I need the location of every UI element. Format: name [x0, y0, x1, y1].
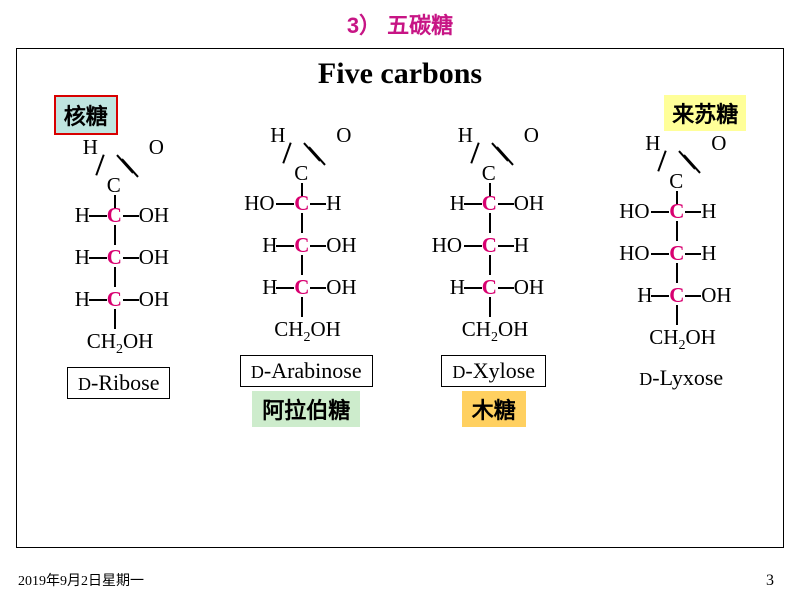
structure: HOCHCOHHOCHHCOHCH2OH — [414, 125, 574, 349]
chain-right: OH — [139, 287, 169, 312]
box-title: Five carbons — [17, 57, 783, 91]
aldehyde-o: O — [149, 135, 164, 160]
molecule-name: D-Lyxose — [629, 363, 733, 393]
chain-carbon: HCOH — [414, 275, 574, 317]
molecule-row: 核糖HOCHCOHHCOHHCOHCH2OHD-RiboseHOCHOCHHCO… — [17, 95, 783, 429]
chain-right: H — [701, 199, 716, 224]
chain-right: OH — [139, 245, 169, 270]
footer-date: 2019年9月2日星期一 — [18, 570, 144, 590]
chain-right: OH — [139, 203, 169, 228]
aldehyde-h: H — [458, 123, 473, 148]
chain-left: H — [450, 191, 465, 216]
aldehyde-h: H — [270, 123, 285, 148]
aldehyde-h: H — [645, 131, 660, 156]
chain-left: H — [75, 287, 90, 312]
chain-left: HO — [244, 191, 274, 216]
molecule-name: D-Ribose — [67, 367, 170, 399]
terminal-group: CH2OH — [601, 325, 761, 357]
chain-carbon: HCOH — [414, 191, 574, 233]
structure: HOCHOCHHOCHHCOHCH2OH — [601, 133, 761, 357]
chain-left: H — [637, 283, 652, 308]
chain-right: OH — [326, 233, 356, 258]
chain-right: H — [514, 233, 529, 258]
top-tag: 核糖 — [54, 95, 118, 135]
page-number: 3 — [766, 572, 774, 590]
structure: HOCHOCHHCOHHCOHCH2OH — [226, 125, 386, 349]
chain-left: H — [75, 203, 90, 228]
molecule-name: D-Arabinose — [240, 355, 373, 387]
chain-left: HO — [619, 241, 649, 266]
top-tag: 来苏糖 — [664, 95, 746, 131]
chain-left: HO — [619, 199, 649, 224]
molecule: 核糖HOCHCOHHCOHHCOHCH2OHD-Ribose — [34, 95, 204, 429]
chain-right: H — [326, 191, 341, 216]
chain-carbon: HCOH — [601, 283, 761, 325]
chain-left: H — [450, 275, 465, 300]
diagram-frame: Five carbons 核糖HOCHCOHHCOHHCOHCH2OHD-Rib… — [16, 48, 784, 548]
chain-carbon: HCOH — [39, 287, 199, 329]
aldehyde-o: O — [711, 131, 726, 156]
molecule: HOCHCOHHOCHHCOHCH2OHD-Xylose木糖 — [409, 95, 579, 429]
structure: HOCHCOHHCOHHCOHCH2OH — [39, 137, 199, 361]
chain-right: OH — [701, 283, 731, 308]
molecule: HOCHOCHHCOHHCOHCH2OHD-Arabinose阿拉伯糖 — [221, 95, 391, 429]
chain-left: H — [262, 275, 277, 300]
terminal-group: CH2OH — [414, 317, 574, 349]
aldehyde-o: O — [524, 123, 539, 148]
chain-right: OH — [514, 275, 544, 300]
chain-carbon: HOCH — [601, 241, 761, 283]
chain-left: H — [262, 233, 277, 258]
chain-carbon: HOCH — [414, 233, 574, 275]
chain-right: H — [701, 241, 716, 266]
chain-carbon: HCOH — [39, 245, 199, 287]
chain-carbon: HOCH — [601, 199, 761, 241]
terminal-group: CH2OH — [226, 317, 386, 349]
chain-right: OH — [326, 275, 356, 300]
chain-left: HO — [432, 233, 462, 258]
chain-carbon: HCOH — [39, 203, 199, 245]
chain-carbon: HCOH — [226, 275, 386, 317]
chain-carbon: HCOH — [226, 233, 386, 275]
bottom-tag: 阿拉伯糖 — [252, 391, 360, 427]
chain-carbon: HOCH — [226, 191, 386, 233]
aldehyde-o: O — [336, 123, 351, 148]
slide-title: 3） 五碳糖 — [0, 0, 800, 40]
chain-right: OH — [514, 191, 544, 216]
molecule: 来苏糖HOCHOCHHOCHHCOHCH2OHD-Lyxose — [596, 95, 766, 429]
terminal-group: CH2OH — [39, 329, 199, 361]
bottom-tag: 木糖 — [462, 391, 526, 427]
aldehyde-h: H — [83, 135, 98, 160]
chain-left: H — [75, 245, 90, 270]
molecule-name: D-Xylose — [441, 355, 546, 387]
